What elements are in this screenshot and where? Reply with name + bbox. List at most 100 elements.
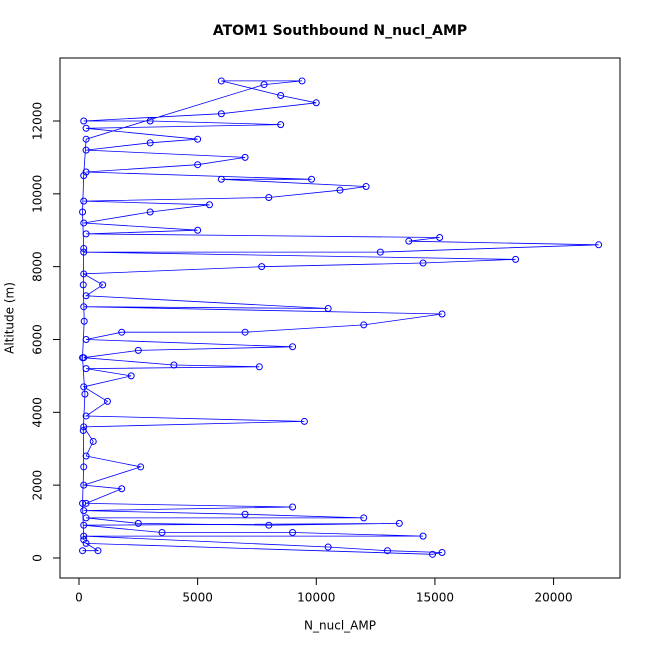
data-point: [80, 270, 88, 278]
data-point: [80, 521, 88, 529]
data-point: [360, 321, 368, 329]
x-tick-label: 15000: [416, 591, 454, 605]
data-point: [194, 135, 202, 143]
data-point: [137, 463, 145, 471]
y-tick-label: 0: [31, 554, 45, 562]
data-point: [265, 521, 273, 529]
data-point: [241, 328, 249, 336]
data-point: [383, 547, 391, 555]
data-point: [80, 507, 88, 515]
data-point: [79, 427, 87, 435]
data-point: [82, 452, 90, 460]
data-point: [324, 543, 332, 551]
data-point: [82, 135, 90, 143]
data-point: [146, 117, 154, 125]
data-point: [595, 241, 603, 249]
data-point: [265, 193, 273, 201]
data-point: [362, 183, 370, 191]
data-point: [82, 168, 90, 176]
data-point: [241, 510, 249, 518]
data-point: [255, 363, 263, 371]
data-point: [127, 372, 135, 380]
data-point: [300, 417, 308, 425]
data-line: [82, 80, 599, 555]
data-point: [277, 92, 285, 100]
data-point: [118, 485, 126, 493]
data-point: [170, 361, 178, 369]
data-point: [80, 317, 88, 325]
data-point: [79, 547, 87, 555]
data-point: [82, 230, 90, 238]
data-point: [134, 519, 142, 527]
data-point: [82, 514, 90, 522]
y-tick-label: 8000: [31, 251, 45, 282]
data-point: [146, 139, 154, 147]
x-tick-label: 5000: [182, 591, 213, 605]
x-tick-label: 10000: [297, 591, 335, 605]
y-tick-label: 4000: [31, 397, 45, 428]
x-tick-label: 20000: [534, 591, 572, 605]
data-point: [429, 550, 437, 558]
data-point: [405, 237, 413, 245]
data-point: [376, 248, 384, 256]
data-point: [82, 292, 90, 300]
data-point: [80, 532, 88, 540]
y-axis-label: Altitude (m): [3, 282, 17, 354]
data-point: [360, 514, 368, 522]
data-point: [80, 219, 88, 227]
data-point: [80, 303, 88, 311]
data-point: [194, 226, 202, 234]
data-point: [80, 481, 88, 489]
data-point: [241, 153, 249, 161]
data-point: [277, 121, 285, 129]
data-point: [99, 281, 107, 289]
data-point: [82, 539, 90, 547]
data-point: [289, 503, 297, 511]
plot-frame: [59, 57, 621, 579]
data-point: [81, 390, 89, 398]
data-point: [80, 383, 88, 391]
data-point: [324, 305, 332, 313]
data-point: [80, 172, 88, 180]
data-point: [82, 365, 90, 373]
data-point: [217, 175, 225, 183]
data-point: [82, 124, 90, 132]
data-point: [80, 197, 88, 205]
data-point: [146, 208, 154, 216]
data-point: [289, 528, 297, 536]
data-point: [438, 310, 446, 318]
x-axis-label: N_nucl_AMP: [304, 619, 376, 633]
data-point: [80, 536, 88, 544]
data-point: [336, 186, 344, 194]
data-point: [79, 208, 87, 216]
data-point: [82, 146, 90, 154]
data-point: [194, 161, 202, 169]
data-point: [289, 343, 297, 351]
data-point: [103, 397, 111, 405]
data-point: [80, 248, 88, 256]
data-point: [82, 335, 90, 343]
y-tick-label: 2000: [31, 470, 45, 501]
chart-title: ATOM1 Southbound N_nucl_AMP: [213, 23, 467, 39]
data-point: [438, 549, 446, 557]
y-tick-label: 6000: [31, 324, 45, 355]
data-point: [158, 528, 166, 536]
data-point: [79, 354, 87, 362]
data-point: [395, 519, 403, 527]
data-point: [89, 437, 97, 445]
data-point: [308, 175, 316, 183]
data-point: [419, 532, 427, 540]
data-point: [82, 499, 90, 507]
data-point: [94, 547, 102, 555]
data-point: [258, 263, 266, 271]
data-point: [80, 423, 88, 431]
data-point: [134, 346, 142, 354]
data-point: [79, 281, 87, 289]
data-point: [260, 81, 268, 89]
data-point: [79, 499, 87, 507]
data-point: [312, 99, 320, 107]
data-point: [512, 255, 520, 263]
data-point: [80, 244, 88, 252]
